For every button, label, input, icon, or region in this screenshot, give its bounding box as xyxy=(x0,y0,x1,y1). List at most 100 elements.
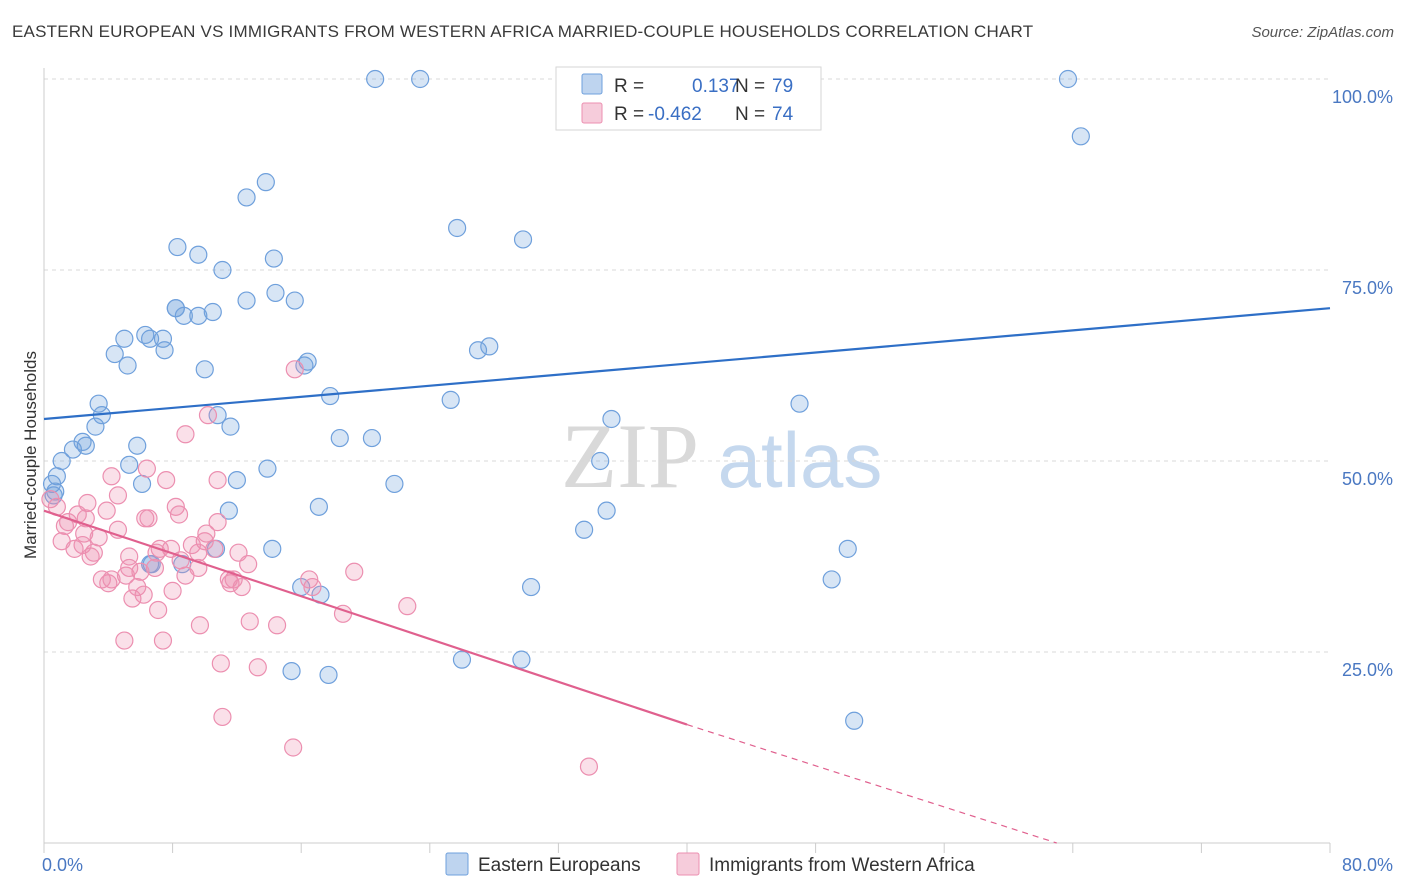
western-africa-point-0 xyxy=(41,490,60,509)
legend-n-label-1: N = xyxy=(735,76,765,97)
western-africa-point-71 xyxy=(579,757,599,776)
western-africa-point-52 xyxy=(208,513,227,532)
western-africa-point-67 xyxy=(303,577,322,597)
western-africa-point-35 xyxy=(157,471,176,490)
eastern-europeans-point-13 xyxy=(132,474,152,494)
series-immigrants-western-africa xyxy=(41,360,599,776)
eastern-europeans-point-47 xyxy=(330,428,349,448)
western-africa-point-59 xyxy=(232,577,251,597)
eastern-europeans-point-15 xyxy=(128,436,147,455)
western-africa-point-47 xyxy=(195,532,214,551)
eastern-europeans-point-66 xyxy=(790,394,809,413)
eastern-europeans-point-67 xyxy=(822,570,841,589)
western-africa-point-51 xyxy=(208,471,227,490)
eastern-europeans-point-70 xyxy=(1058,69,1078,89)
western-africa-point-23 xyxy=(123,589,142,608)
western-africa-point-16 xyxy=(102,570,121,589)
eastern-europeans-point-24 xyxy=(189,306,208,325)
western-africa-point-61 xyxy=(240,612,259,631)
western-africa-point-70 xyxy=(398,597,417,616)
trend-line-western-africa xyxy=(43,509,688,726)
western-africa-point-48 xyxy=(197,524,216,543)
eastern-europeans-point-52 xyxy=(441,390,460,409)
eastern-europeans-point-48 xyxy=(362,428,382,448)
eastern-europeans-point-26 xyxy=(195,360,214,379)
western-africa-point-54 xyxy=(213,707,232,727)
series-eastern-europeans xyxy=(42,69,1090,730)
eastern-europeans-point-59 xyxy=(521,577,541,597)
series-legend: Eastern Europeans Immigrants from Wester… xyxy=(445,852,975,876)
bottom-legend-label-1: Eastern Europeans xyxy=(478,855,641,876)
eastern-europeans-point-53 xyxy=(448,218,467,238)
legend-swatch-blue xyxy=(581,73,603,95)
western-africa-point-42 xyxy=(176,425,195,444)
western-africa-point-33 xyxy=(149,600,168,620)
eastern-europeans-point-31 xyxy=(227,471,246,490)
legend-swatch-pink xyxy=(581,102,603,124)
western-africa-point-69 xyxy=(345,562,364,581)
eastern-europeans-point-71 xyxy=(1071,127,1090,146)
y-tick-label-2: 75.0% xyxy=(1342,278,1393,298)
eastern-europeans-point-27 xyxy=(203,302,222,322)
x-tick-label-0: 0.0% xyxy=(42,855,83,875)
western-africa-point-21 xyxy=(115,631,134,650)
legend-n-value-2: 74 xyxy=(772,104,794,125)
western-africa-point-62 xyxy=(248,658,267,677)
eastern-europeans-point-30 xyxy=(221,417,240,436)
chart-source: Source: ZipAtlas.com xyxy=(1251,24,1394,41)
eastern-europeans-point-54 xyxy=(452,650,472,669)
eastern-europeans-point-58 xyxy=(512,650,531,669)
grid-lines xyxy=(44,78,1330,653)
eastern-europeans-point-51 xyxy=(385,474,404,494)
western-africa-point-22 xyxy=(120,558,139,578)
eastern-europeans-point-34 xyxy=(237,291,256,310)
eastern-europeans-point-12 xyxy=(118,356,137,375)
eastern-europeans-point-49 xyxy=(366,69,385,89)
western-africa-point-24 xyxy=(128,577,147,597)
western-africa-point-49 xyxy=(198,406,218,425)
eastern-europeans-point-9 xyxy=(89,394,108,413)
eastern-europeans-point-50 xyxy=(411,69,430,89)
legend-n-value-1: 79 xyxy=(772,76,793,97)
legend-r-label-1: R = xyxy=(614,76,644,97)
trend-line-eastern-europeans xyxy=(43,307,1331,421)
eastern-europeans-point-14 xyxy=(120,455,139,474)
western-africa-point-13 xyxy=(97,501,116,520)
watermark: ZIP atlas xyxy=(561,405,882,507)
legend-r-label-2: R = xyxy=(614,104,644,125)
western-africa-point-27 xyxy=(137,459,156,478)
watermark-atlas: atlas xyxy=(718,416,883,504)
eastern-europeans-point-7 xyxy=(86,417,105,436)
eastern-europeans-point-39 xyxy=(263,539,282,558)
western-africa-point-73 xyxy=(73,535,92,555)
western-africa-point-39 xyxy=(169,505,189,524)
western-africa-point-53 xyxy=(211,654,230,673)
western-africa-point-64 xyxy=(284,738,303,757)
western-africa-point-26 xyxy=(134,585,153,604)
y-tick-label-0: 25.0% xyxy=(1342,660,1393,680)
trend-line-western-africa-extension xyxy=(686,724,1057,844)
eastern-europeans-point-3 xyxy=(52,451,71,471)
western-africa-point-34 xyxy=(153,631,173,650)
bottom-legend-swatch-blue xyxy=(445,852,469,876)
eastern-europeans-point-33 xyxy=(237,188,256,207)
bottom-legend-swatch-pink xyxy=(676,852,700,876)
western-africa-point-29 xyxy=(139,509,158,528)
eastern-europeans-point-73 xyxy=(282,661,301,681)
eastern-europeans-point-32 xyxy=(219,501,238,520)
watermark-zip: ZIP xyxy=(561,405,699,507)
y-tick-label-1: 50.0% xyxy=(1342,469,1393,489)
correlation-legend: R = 0.137 N = 79 R = -0.462 N = 74 xyxy=(555,66,822,131)
eastern-europeans-point-63 xyxy=(602,409,621,429)
eastern-europeans-point-2 xyxy=(47,467,66,486)
western-africa-point-9 xyxy=(78,493,97,513)
eastern-europeans-point-60 xyxy=(575,520,594,539)
x-tick-label-1: 80.0% xyxy=(1342,855,1393,875)
eastern-europeans-point-46 xyxy=(321,386,340,406)
eastern-europeans-point-40 xyxy=(285,291,304,310)
chart-title: EASTERN EUROPEAN VS IMMIGRANTS FROM WEST… xyxy=(12,22,1034,41)
eastern-europeans-point-23 xyxy=(174,306,193,325)
legend-r-value-2: -0.462 xyxy=(648,104,702,125)
eastern-europeans-point-56 xyxy=(480,337,499,356)
